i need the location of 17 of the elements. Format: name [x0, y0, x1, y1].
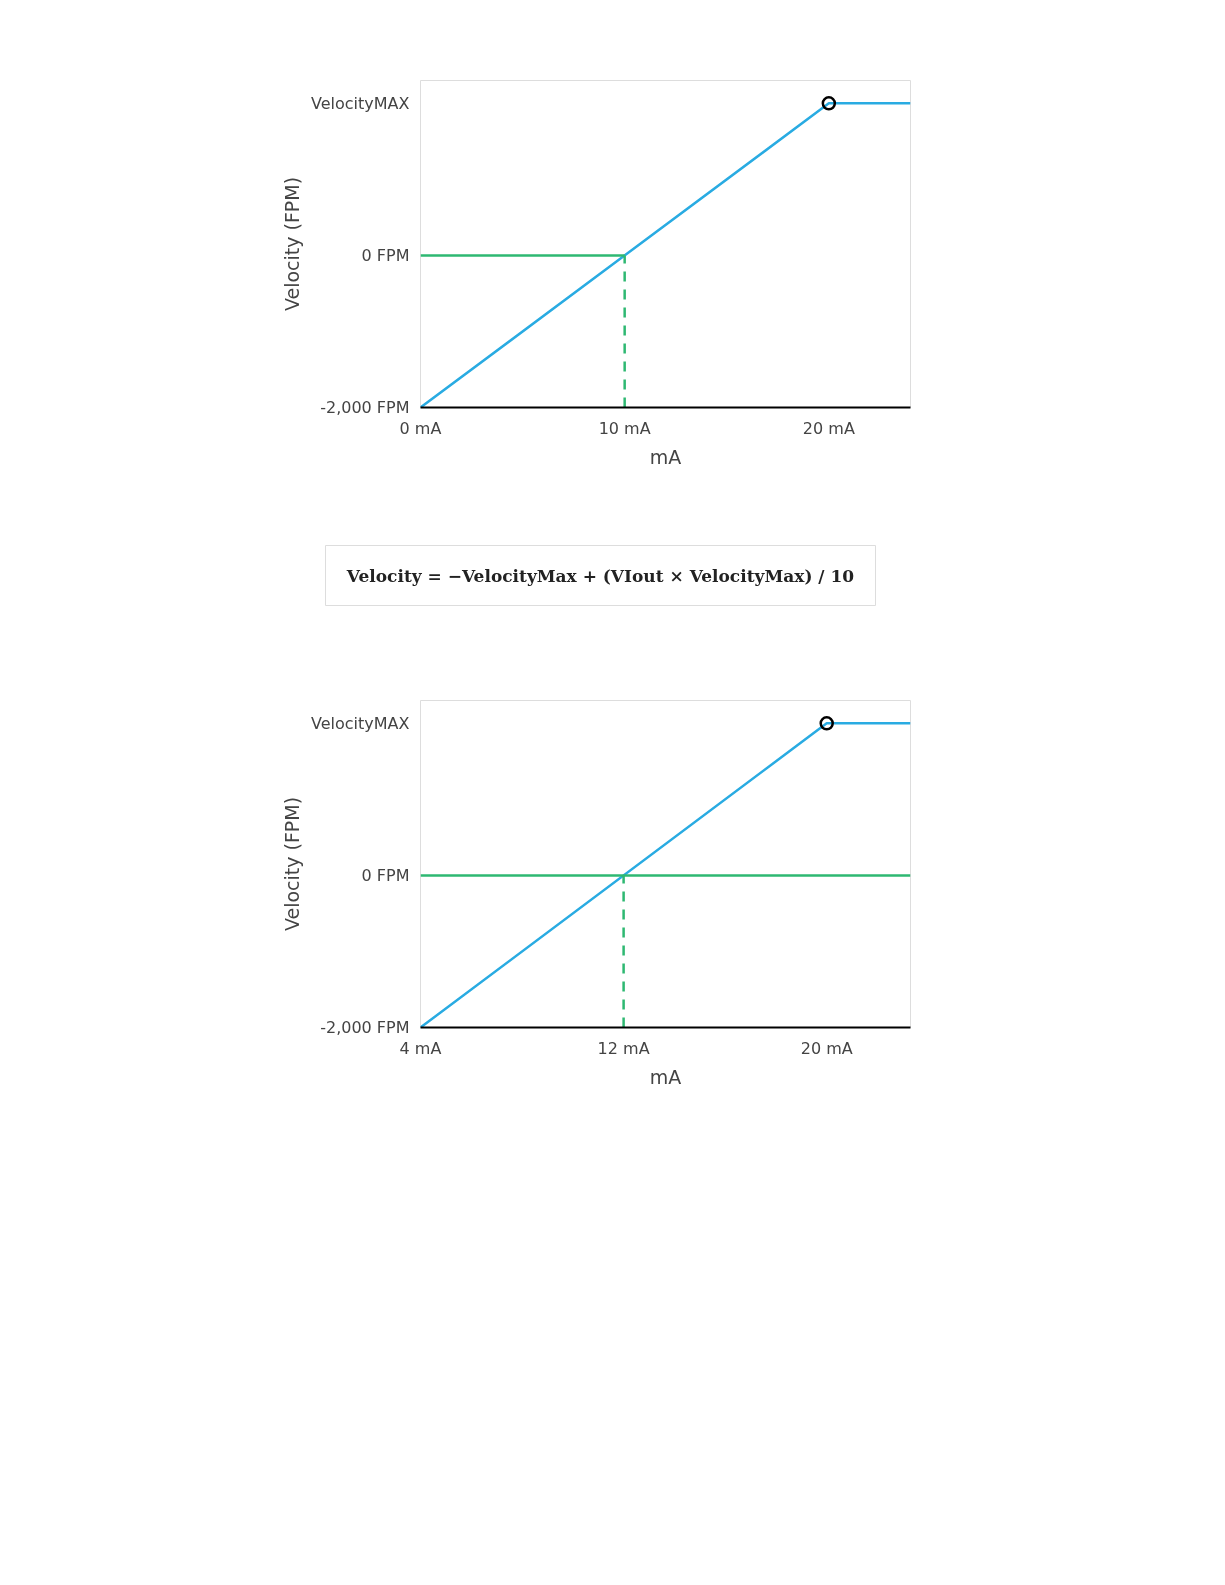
x-axis-title: mA	[649, 445, 682, 468]
x-tick-label: 12 mA	[597, 1038, 650, 1058]
x-tick-label: 20 mA	[802, 418, 855, 438]
y-axis-title: Velocity (FPM)	[281, 176, 304, 312]
x-tick-label: 0 mA	[399, 418, 442, 438]
x-tick-label: 10 mA	[598, 418, 651, 438]
text: Velocity = −VelocityMax + (VIout × VelocityMax) / 10	[345, 565, 855, 586]
x-axis-title: mA	[649, 1065, 682, 1088]
y-axis-title: Velocity (FPM)	[281, 796, 304, 932]
y-tick-label: VelocityMAX	[311, 93, 410, 113]
y-tick-label: -2,000 FPM	[320, 398, 410, 417]
x-tick-label: 4 mA	[399, 1038, 442, 1058]
y-tick-label: VelocityMAX	[311, 713, 410, 733]
y-tick-label: -2,000 FPM	[320, 1018, 410, 1037]
y-tick-label: 0 FPM	[361, 865, 410, 885]
x-tick-label: 20 mA	[800, 1038, 853, 1058]
y-tick-label: 0 FPM	[361, 245, 410, 265]
